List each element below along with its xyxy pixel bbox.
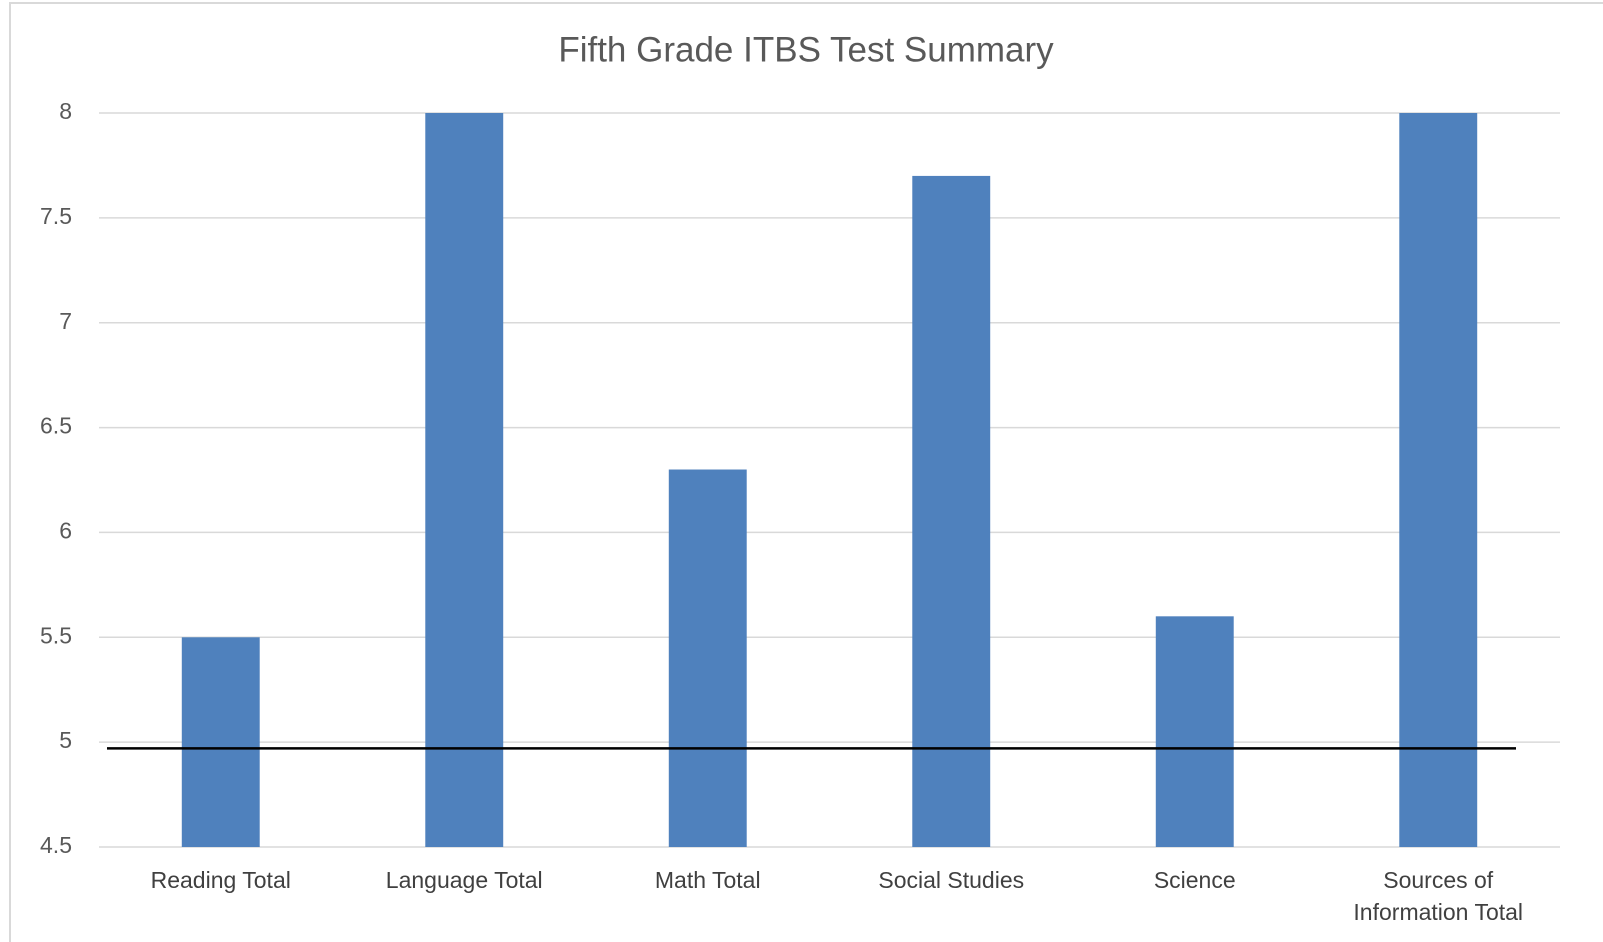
- bar: [425, 113, 504, 847]
- x-tick-label: Reading Total: [150, 867, 291, 893]
- bar: [912, 175, 991, 847]
- y-tick-label: 5: [59, 727, 72, 753]
- x-tick-label: Social Studies: [878, 867, 1025, 893]
- y-tick-label: 8: [59, 98, 72, 124]
- y-tick-label: 5.5: [40, 622, 72, 648]
- bar: [181, 637, 260, 847]
- y-tick-label: 6: [59, 518, 72, 544]
- chart-frame: [9, 2, 1603, 942]
- x-tick-label: Language Total: [385, 867, 543, 893]
- x-tick-label: Science: [1153, 867, 1236, 893]
- chart-title: Fifth Grade ITBS Test Summary: [558, 30, 1054, 69]
- bar: [668, 469, 747, 847]
- y-tick-label: 7: [59, 308, 72, 334]
- bar: [1399, 113, 1478, 847]
- x-tick-label: Math Total: [654, 867, 761, 893]
- bar: [1155, 616, 1234, 847]
- y-tick-label: 6.5: [40, 413, 72, 439]
- y-tick-label: 7.5: [40, 203, 72, 229]
- x-tick-label: Sources of Information Total: [1353, 867, 1524, 925]
- y-tick-label: 4.5: [40, 832, 72, 858]
